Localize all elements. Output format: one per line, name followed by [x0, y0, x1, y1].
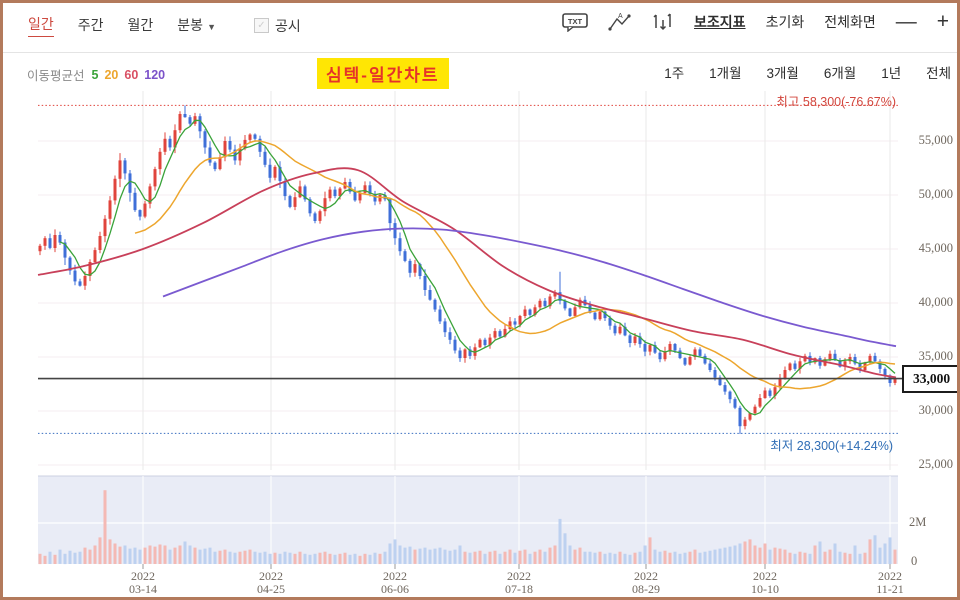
disclosure-checkbox[interactable]: ✓	[253, 18, 269, 33]
ma-legend: 이동평균선 5 20 60 120	[27, 65, 171, 84]
x-axis-label-3: 2022 07-18	[489, 570, 549, 596]
x-axis-year: 2022	[131, 569, 155, 583]
tab-daily[interactable]: 일간	[28, 14, 54, 37]
x-axis-date: 04-25	[257, 582, 285, 596]
disclosure-toggle[interactable]: ✓ 공시	[253, 16, 301, 36]
x-axis-label-6: 2022 11-21	[860, 570, 920, 596]
range-button-5[interactable]: 전체	[926, 66, 951, 81]
x-axis-year: 2022	[878, 569, 902, 583]
reset-button[interactable]: 초기화	[765, 13, 805, 30]
ma-period-60: 60	[124, 67, 139, 82]
x-axis-date: 08-29	[632, 582, 660, 596]
x-axis-year: 2022	[634, 569, 658, 583]
x-axis-label-2: 2022 06-06	[365, 570, 425, 596]
range-button-2[interactable]: 3개월	[766, 66, 799, 81]
x-axis-label-4: 2022 08-29	[616, 570, 676, 596]
volume-axis-label-0: 0	[911, 554, 918, 568]
compare-chart-icon[interactable]	[652, 12, 674, 32]
indicator-button[interactable]: 보조지표	[694, 13, 746, 30]
chevron-down-icon: ▼	[207, 21, 216, 32]
x-axis-label-1: 2022 04-25	[241, 570, 301, 596]
y-axis-label-1: 50,000	[918, 187, 953, 201]
page-title: 심텍-일간차트	[317, 58, 449, 89]
high-price-marker: 최고 58,300(-76.67%)	[776, 95, 896, 109]
ma-period-5: 5	[91, 67, 99, 82]
x-axis-date: 03-14	[129, 582, 157, 596]
tab-weekly[interactable]: 주간	[77, 16, 104, 33]
x-axis-date: 10-10	[751, 582, 779, 596]
y-axis-label-5: 30,000	[918, 403, 953, 417]
x-axis-label-5: 2022 10-10	[735, 570, 795, 596]
svg-text:TXT: TXT	[568, 17, 583, 26]
range-buttons: 1주 1개월 3개월 6개월 1년 전체	[664, 62, 951, 82]
fullscreen-button[interactable]: 전체화면	[824, 13, 876, 30]
ma-period-20: 20	[104, 67, 119, 82]
toolbar-divider	[3, 52, 957, 53]
toolbar-right: TXT A 보조지표 초기화 전체화면 — +	[562, 11, 949, 32]
y-axis-label-4: 35,000	[918, 349, 953, 363]
zoom-out-button[interactable]: —	[895, 10, 917, 33]
trendline-tool-icon[interactable]: A	[608, 12, 632, 32]
x-axis-date: 06-06	[381, 582, 409, 596]
disclosure-label: 공시	[274, 17, 301, 34]
y-axis-label-0: 55,000	[918, 133, 953, 147]
y-axis-label-3: 40,000	[918, 295, 953, 309]
tab-monthly[interactable]: 월간	[127, 16, 154, 33]
txt-note-icon[interactable]: TXT	[562, 12, 588, 32]
price-volume-chart[interactable]	[3, 3, 957, 597]
volume-axis-label-2m: 2M	[909, 515, 927, 529]
ma-legend-periods: 5 20 60 120	[92, 68, 172, 82]
y-axis-label-2: 45,000	[918, 241, 953, 255]
range-button-0[interactable]: 1주	[664, 66, 685, 81]
x-axis-year: 2022	[507, 569, 531, 583]
period-tabs: 일간 주간 월간 분봉 ▼ ✓ 공시	[28, 14, 301, 37]
range-button-4[interactable]: 1년	[881, 66, 902, 81]
x-axis-date: 11-21	[876, 582, 904, 596]
ma-period-120: 120	[144, 67, 166, 82]
tab-minute[interactable]: 분봉 ▼	[177, 16, 216, 33]
range-button-1[interactable]: 1개월	[709, 66, 742, 81]
x-axis-year: 2022	[753, 569, 777, 583]
x-axis-year: 2022	[259, 569, 283, 583]
current-price-badge: 33,000	[902, 365, 957, 393]
ma-legend-label: 이동평균선	[27, 69, 85, 83]
y-axis-label-6: 25,000	[918, 457, 953, 471]
svg-text:A: A	[618, 13, 623, 20]
low-price-marker: 최저 28,300(+14.24%)	[770, 439, 893, 453]
zoom-in-button[interactable]: +	[936, 10, 949, 33]
x-axis-label-0: 2022 03-14	[113, 570, 173, 596]
x-axis-year: 2022	[383, 569, 407, 583]
range-button-3[interactable]: 6개월	[823, 66, 857, 81]
x-axis-date: 07-18	[505, 582, 533, 596]
